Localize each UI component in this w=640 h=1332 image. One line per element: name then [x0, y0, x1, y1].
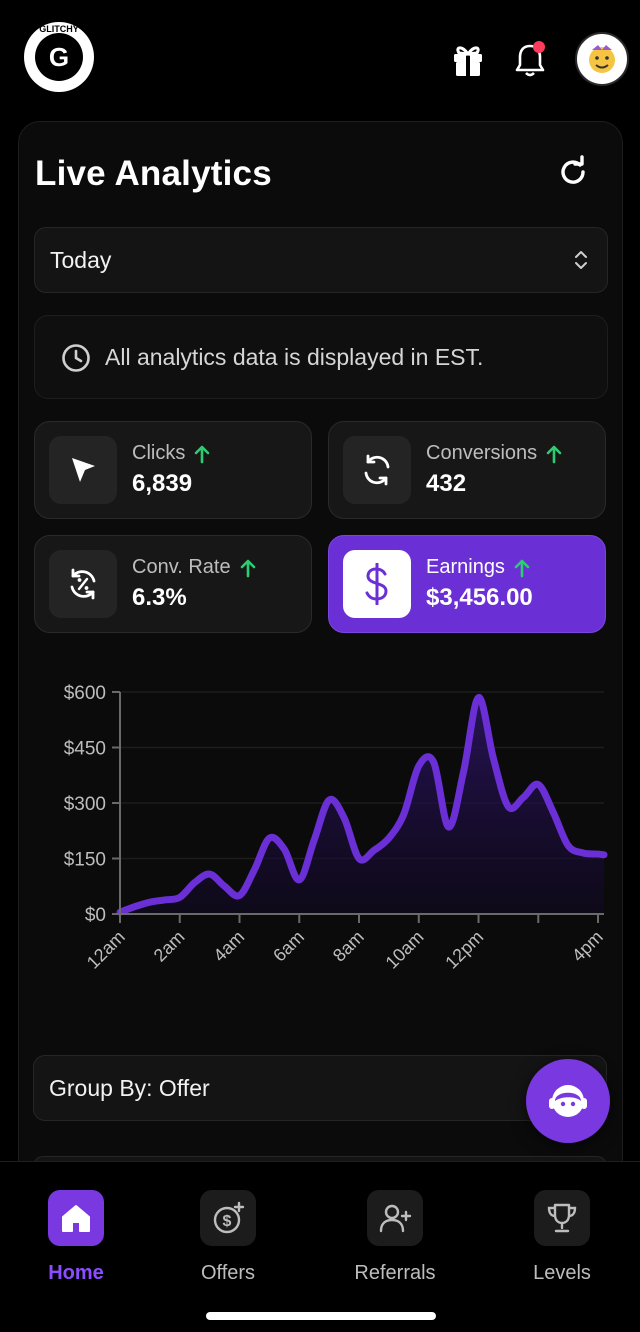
- svg-text:$: $: [223, 1213, 232, 1230]
- trend-up-icon: [240, 559, 255, 577]
- x-tick-label: 4am: [209, 927, 248, 966]
- area-fill: [120, 697, 604, 914]
- stat-card-clicks[interactable]: Clicks 6,839: [34, 421, 312, 519]
- home-icon: [48, 1190, 104, 1246]
- trend-up-icon: [195, 445, 210, 463]
- home-indicator: [206, 1312, 436, 1320]
- clock-icon: [61, 343, 91, 378]
- stat-value: 6.3%: [132, 584, 187, 611]
- x-tick-label: 6am: [269, 927, 308, 966]
- dollar-icon: [343, 550, 411, 618]
- stat-card-conv-rate[interactable]: Conv. Rate 6.3%: [34, 535, 312, 633]
- nav-label: Levels: [533, 1262, 591, 1284]
- x-tick-label: 10am: [382, 927, 428, 973]
- trophy-icon: [534, 1190, 590, 1246]
- user-avatar[interactable]: [575, 32, 629, 86]
- support-agent-icon: [549, 1085, 587, 1117]
- analytics-card: Live Analytics Today All analytics data …: [18, 121, 623, 1181]
- nav-referrals[interactable]: Referrals: [330, 1190, 460, 1285]
- y-tick-label: $150: [64, 850, 106, 871]
- refresh-icon[interactable]: [551, 150, 595, 194]
- stat-value: 432: [426, 470, 467, 497]
- x-tick-label: 2am: [150, 927, 189, 966]
- stat-card-earnings[interactable]: Earnings $3,456.00: [328, 535, 606, 633]
- notifications-bell-icon[interactable]: [512, 40, 548, 80]
- sync-icon: [343, 436, 411, 504]
- bottom-navigation: Home $ Offers Referrals: [0, 1161, 640, 1332]
- group-by-label: Group By: Offer: [49, 1075, 210, 1101]
- x-tick-label: 12pm: [441, 927, 487, 973]
- cursor-icon: [49, 436, 117, 504]
- date-range-select[interactable]: Today: [34, 227, 608, 293]
- top-bar: G GLITCHY: [0, 0, 640, 110]
- date-range-value: Today: [50, 247, 112, 273]
- glitchy-logo[interactable]: G GLITCHY: [22, 20, 96, 94]
- y-tick-label: $600: [64, 683, 106, 704]
- stat-value: $3,456.00: [426, 584, 533, 611]
- gift-icon[interactable]: [450, 40, 486, 80]
- percent-cycle-icon: [49, 550, 117, 618]
- nav-label: Offers: [200, 1262, 256, 1284]
- group-by-select[interactable]: Group By: Offer: [33, 1055, 607, 1121]
- add-user-icon: [367, 1190, 423, 1246]
- y-tick-label: $450: [64, 739, 106, 760]
- y-tick-label: $300: [64, 794, 106, 815]
- y-tick-label: $0: [85, 905, 106, 926]
- support-chat-button[interactable]: [526, 1059, 610, 1143]
- x-tick-label: 8am: [329, 927, 368, 966]
- notice-text: All analytics data is displayed in EST.: [105, 344, 484, 370]
- stat-label: Conversions: [426, 442, 538, 464]
- nav-levels[interactable]: Levels: [497, 1190, 627, 1285]
- series-line[interactable]: [116, 694, 608, 916]
- x-tick-label: 4pm: [568, 927, 607, 966]
- x-tick-label: 12am: [83, 927, 129, 973]
- timezone-notice: All analytics data is displayed in EST.: [34, 315, 608, 399]
- stat-label: Clicks: [132, 442, 186, 464]
- stat-label: Earnings: [426, 556, 505, 578]
- chevron-up-down-icon: [573, 248, 589, 277]
- nav-label: Referrals: [354, 1262, 436, 1284]
- nav-home[interactable]: Home: [11, 1190, 141, 1285]
- nav-offers[interactable]: $ Offers: [163, 1190, 293, 1285]
- offers-coin-icon: $: [200, 1190, 256, 1246]
- trend-up-icon: [546, 445, 562, 463]
- logo-letter: G: [49, 42, 69, 72]
- trend-up-icon: [514, 559, 530, 577]
- notification-dot: [533, 41, 545, 53]
- nav-label: Home: [48, 1262, 104, 1284]
- earnings-chart: $0 $150 $300 $450 $600 12am 2am 4am 6am 8am 10am 12…: [64, 683, 608, 973]
- stat-label: Conv. Rate: [132, 556, 231, 578]
- stat-card-conversions[interactable]: Conversions 432: [328, 421, 606, 519]
- stat-value: 6,839: [132, 470, 193, 497]
- page-title: Live Analytics: [35, 154, 272, 193]
- logo-wordmark: GLITCHY: [39, 24, 79, 34]
